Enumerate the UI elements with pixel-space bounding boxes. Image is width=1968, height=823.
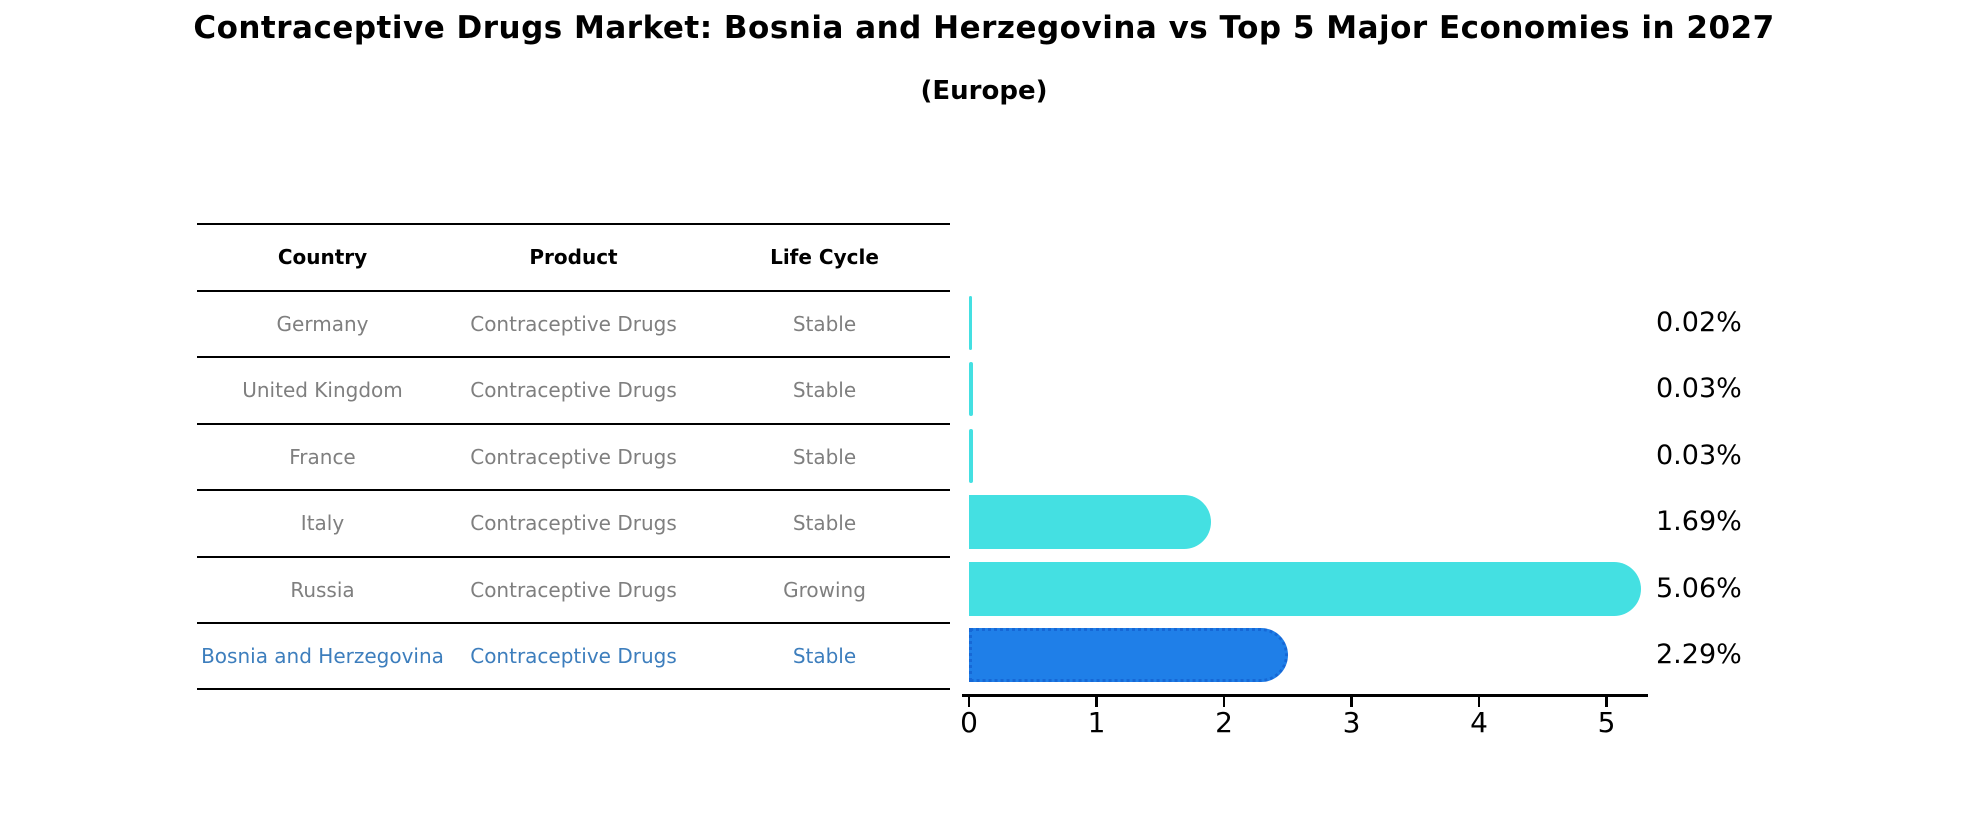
bar-united-kingdom [969, 362, 973, 417]
table-row: Russia Contraceptive Drugs Growing [197, 555, 950, 623]
chart-subtitle: (Europe) [920, 76, 1048, 106]
x-tick-mark [967, 694, 971, 707]
cell-country: United Kingdom [242, 378, 403, 403]
x-tick-label: 0 [960, 706, 978, 739]
x-tick-label: 2 [1215, 706, 1233, 739]
cell-life-cycle: Stable [792, 444, 857, 469]
cell-product: Contraceptive Drugs [470, 511, 677, 536]
bar-italy [969, 495, 1211, 550]
cell-product: Contraceptive Drugs [470, 378, 677, 403]
cell-country: Russia [290, 577, 355, 602]
x-tick-mark [1222, 694, 1226, 707]
bar-value-label: 2.29% [1656, 639, 1742, 671]
bar-value-label: 0.03% [1656, 373, 1742, 405]
x-tick-label: 1 [1087, 706, 1106, 739]
x-tick-label: 3 [1342, 706, 1361, 739]
table-row: Bosnia and Herzegovina Contraceptive Drug… [197, 622, 950, 689]
x-tick-mark [1095, 694, 1098, 707]
cell-life-cycle: Stable [792, 511, 857, 536]
cell-product: Contraceptive Drugs [470, 311, 677, 336]
cell-country: France [289, 444, 356, 469]
chart-title: Contraceptive Drugs Market: Bosnia and H… [193, 10, 1775, 46]
column-header-life-cycle: Life Cycle [770, 245, 879, 270]
bar-value-label: 1.69% [1656, 506, 1742, 538]
country-table: Country Product Life Cycle Germany Contra… [197, 223, 950, 690]
cell-country: Germany [276, 311, 369, 336]
x-tick-label: 4 [1470, 706, 1488, 739]
cell-country: Bosnia and Herzegovina [201, 644, 444, 669]
cell-life-cycle: Stable [792, 378, 857, 403]
x-tick-mark [1350, 694, 1353, 707]
bar-value-label: 0.03% [1656, 439, 1742, 471]
cell-product: Contraceptive Drugs [470, 577, 677, 602]
cell-product: Contraceptive Drugs [470, 644, 677, 669]
bar-france [969, 428, 973, 483]
bar-value-label: 0.02% [1656, 306, 1742, 338]
bar-value-label: 5.06% [1656, 572, 1742, 604]
table-body: Germany Contraceptive Drugs Stable United K… [197, 289, 950, 689]
table-header-row: Country Product Life Cycle [197, 223, 950, 290]
bar-germany [969, 295, 972, 350]
table-row: France Contraceptive Drugs Stable [197, 422, 950, 490]
x-tick-mark [1477, 694, 1481, 707]
cell-country: Italy [300, 511, 345, 536]
bar-bosnia-and-herzegovina [969, 628, 1288, 683]
cell-life-cycle: Growing [783, 577, 866, 602]
table-row: Germany Contraceptive Drugs Stable [197, 289, 950, 357]
cell-life-cycle: Stable [792, 311, 857, 336]
table-row: United Kingdom Contraceptive Drugs Stable [197, 356, 950, 423]
table-row: Italy Contraceptive Drugs Stable [197, 489, 950, 556]
column-header-product: Product [529, 245, 618, 270]
cell-product: Contraceptive Drugs [470, 444, 677, 469]
cell-life-cycle: Stable [792, 644, 857, 669]
x-tick-mark [1605, 694, 1608, 707]
x-axis [962, 694, 1648, 697]
column-header-country: Country [277, 245, 368, 270]
bar-russia [969, 561, 1641, 616]
x-tick-label: 5 [1597, 706, 1616, 739]
